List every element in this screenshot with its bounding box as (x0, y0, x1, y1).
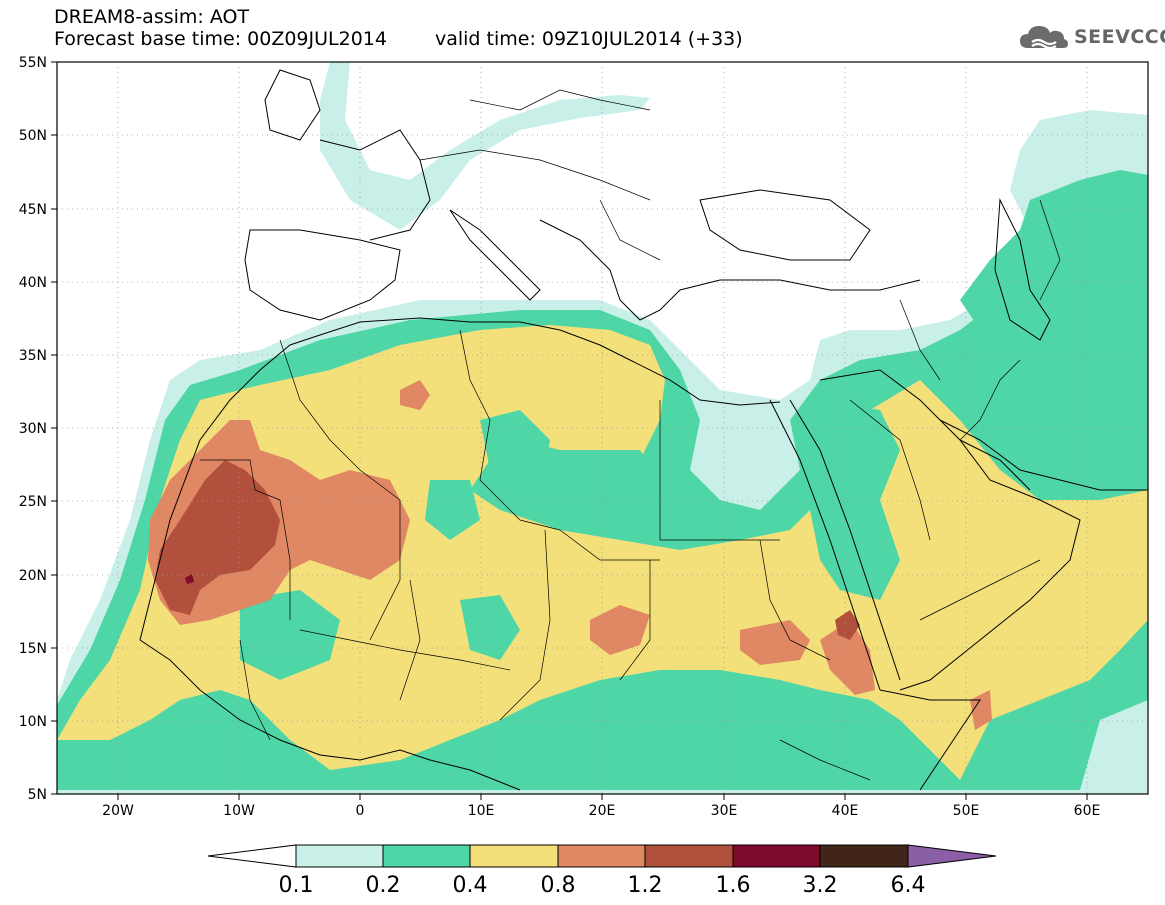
lon-label: 0 (356, 803, 365, 819)
lon-label: 10W (223, 803, 255, 819)
lat-label: 45N (19, 202, 47, 218)
lon-label: 30E (711, 803, 738, 819)
lat-label: 5N (28, 787, 47, 803)
colorbar-segment (295, 844, 384, 868)
colorbar-label: 0.2 (366, 873, 401, 898)
borders (200, 89, 1061, 781)
aot-band-1.6 (185, 574, 194, 584)
lat-label: 10N (19, 714, 47, 730)
colorbar: 0.1 0.2 0.4 0.8 1.2 1.6 3.2 6.4 (207, 844, 997, 898)
colorbar-label: 1.6 (716, 873, 751, 898)
valid-time: valid time: 09Z10JUL2014 (+33) (434, 28, 743, 50)
aot-green-patch-4 (240, 590, 340, 680)
aot-orange-patch-3 (740, 620, 810, 665)
lon-label: 20E (589, 803, 616, 819)
colorbar-label: 0.1 (279, 873, 314, 898)
graticule (57, 62, 1148, 794)
lon-label: 60E (1074, 803, 1101, 819)
aot-band-1.2 (155, 460, 280, 615)
lat-label: 40N (19, 275, 47, 291)
map-title: DREAM8-assim: AOT (54, 6, 250, 28)
colorbar-segment (732, 844, 821, 868)
aot-orange-patch-2 (590, 605, 650, 655)
colorbar-label: 0.8 (541, 873, 576, 898)
forecast-base-time: Forecast base time: 00Z09JUL2014 (54, 28, 387, 50)
lat-label: 20N (19, 568, 47, 584)
aot-band-0.2-ne (960, 170, 1148, 330)
aot-green-patch-6 (810, 400, 900, 520)
logo-text: SEEVCCC (1074, 26, 1165, 48)
colorbar-segment (557, 844, 646, 868)
cloud-icon (1020, 26, 1068, 50)
colorbar-label: 3.2 (803, 873, 838, 898)
lon-label: 50E (953, 803, 980, 819)
axis-ticks (51, 61, 1088, 800)
colorbar-segment (469, 844, 559, 868)
aot-green-patch-2 (425, 480, 480, 540)
colorbar-segment (382, 844, 471, 868)
colorbar-segment (819, 844, 909, 868)
colorbar-segment (644, 844, 734, 868)
colorbar-label: 0.4 (453, 873, 488, 898)
aot-orange-patch-4 (820, 620, 875, 695)
lat-label: 50N (19, 128, 47, 144)
lon-label: 10E (468, 803, 495, 819)
lat-label: 35N (19, 348, 47, 364)
map-title-block: DREAM8-assim: AOT Forecast base time: 00… (54, 6, 743, 50)
lon-label: 20W (102, 803, 134, 819)
lat-label: 25N (19, 494, 47, 510)
colorbar-label: 6.4 (891, 873, 926, 898)
seevccc-logo: SEEVCCC (1018, 22, 1165, 52)
lon-label: 40E (832, 803, 859, 819)
lat-label: 55N (19, 55, 47, 71)
lon-labels: 20W 10W 0 10E 20E 30E 40E 50E 60E (102, 803, 1100, 819)
aot-brown-patch-1 (835, 610, 860, 640)
aot-band-0.1-north (320, 62, 650, 230)
lat-label: 15N (19, 641, 47, 657)
lat-label: 30N (19, 421, 47, 437)
lat-labels: 55N 50N 45N 40N 35N 30N 25N 20N 15N 10N … (19, 55, 47, 803)
colorbar-label: 1.2 (628, 873, 663, 898)
aot-green-patch-3 (560, 450, 660, 500)
colorbar-low-arrow (207, 844, 297, 868)
aot-green-patch-1 (480, 410, 550, 480)
aot-orange-patch-1 (400, 380, 430, 410)
aot-green-patch-5 (460, 595, 520, 660)
colorbar-high-arrow (907, 844, 997, 868)
